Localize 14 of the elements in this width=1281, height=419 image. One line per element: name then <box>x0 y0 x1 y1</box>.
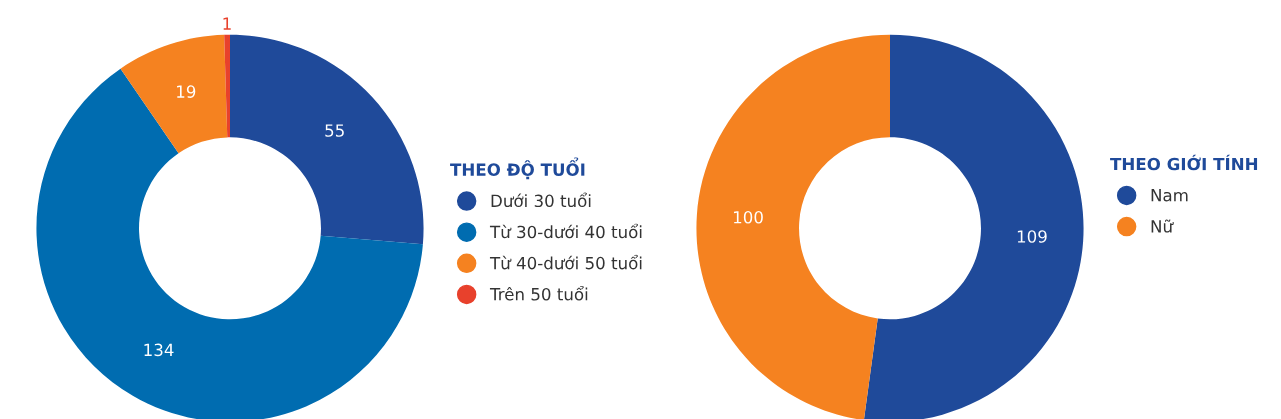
legend-label: Nam <box>1151 189 1188 202</box>
legend-title: THEO GIỚI TÍNH <box>1110 154 1258 171</box>
data-label: 55 <box>325 124 344 137</box>
legend-label: Dưới 30 tuổi <box>491 192 591 208</box>
data-label: 109 <box>1017 230 1047 243</box>
data-label: 134 <box>144 343 174 357</box>
legend-label: Nữ <box>1151 219 1174 233</box>
legend-label: Từ 40-dưới 50 tuổi <box>489 254 642 270</box>
data-label: 100 <box>733 210 763 224</box>
legend-label: Từ 30-dưới 40 tuổi <box>489 223 642 239</box>
data-label: 19 <box>177 85 196 98</box>
legend-title: THEO ĐỘ TUỔI <box>450 157 585 180</box>
data-label: 1 <box>223 17 231 30</box>
legend-label: Trên 50 tuổi <box>489 285 588 301</box>
